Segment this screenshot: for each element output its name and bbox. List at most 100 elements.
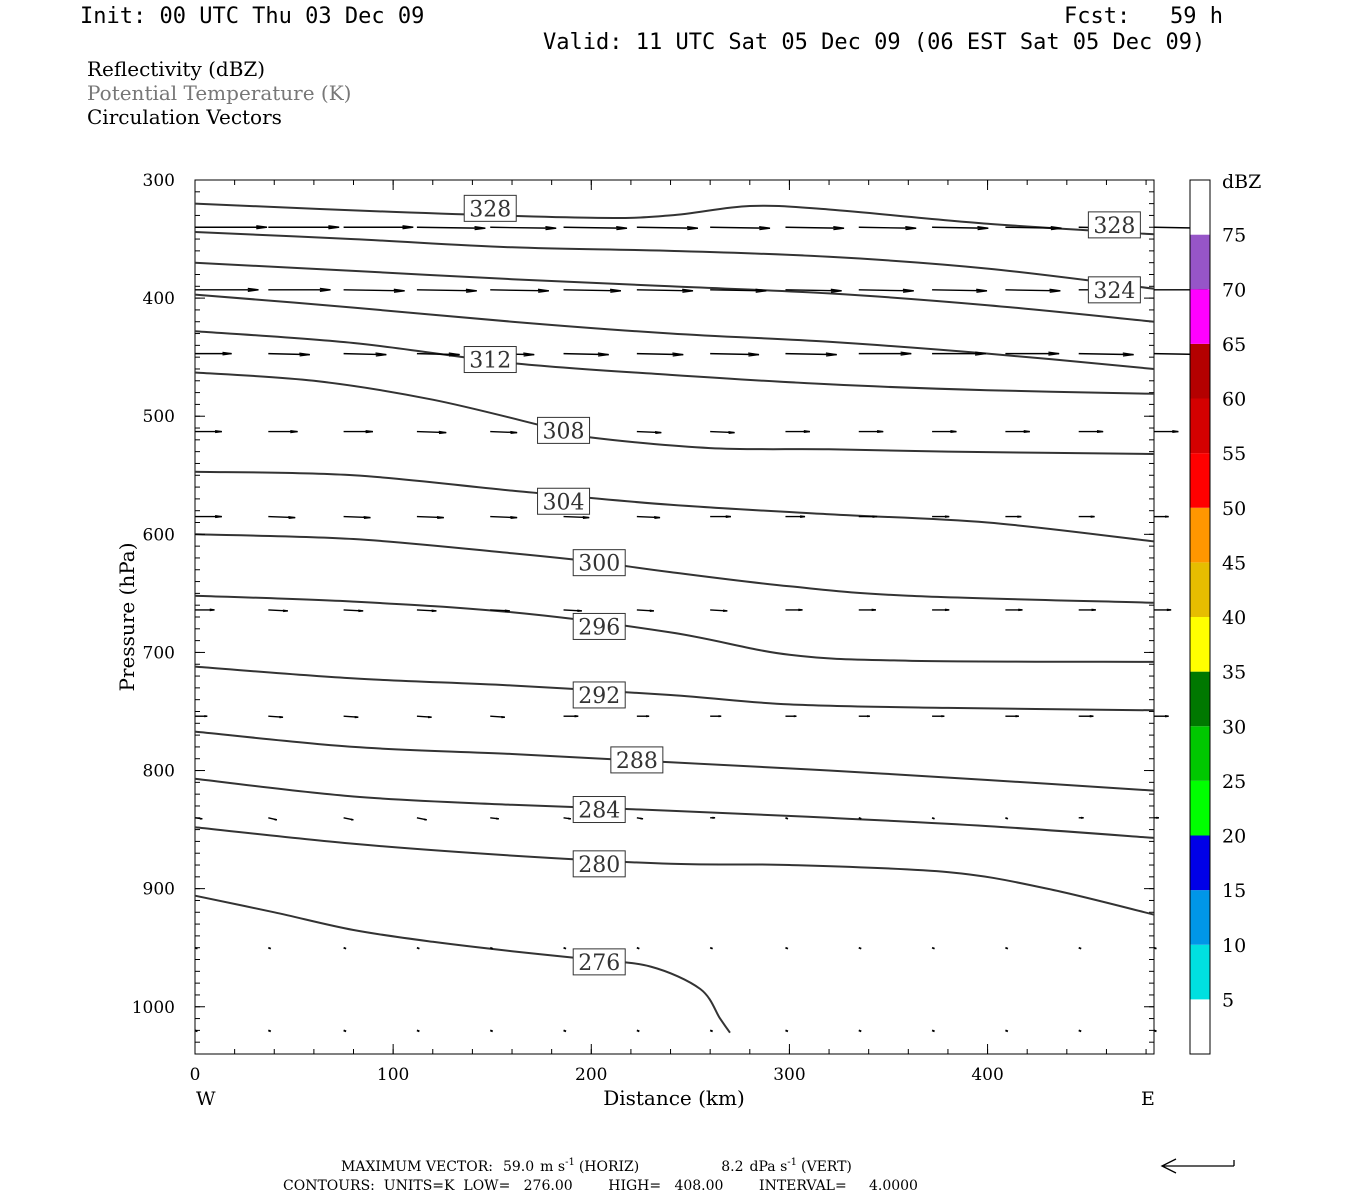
colorbar-frame [1189,179,1211,1055]
vector-arrow-head [363,515,371,520]
contour-label: 312 [469,349,511,374]
vector-arrow-head [645,715,650,718]
vector-arrow-head [402,225,414,230]
field-label-circulation-vectors: Circulation Vectors [87,105,282,129]
vector-arrow-head [793,715,797,718]
vector-arrow [932,289,988,292]
contour-label-box [1087,276,1141,304]
vector-arrow-head [597,352,609,357]
vector-arrow [489,946,494,950]
vector-arrow-head [755,288,767,293]
vector-arrow [858,226,917,229]
vector-arrow-head [1166,608,1172,612]
contour-line-324 [194,231,1155,290]
vector-arrow-head [639,817,644,820]
vector-arrow-head [299,352,310,357]
contour-label: 328 [1093,214,1135,239]
vector-arrow [858,289,914,292]
contour-label: 304 [543,490,585,515]
vector-arrow [490,226,557,229]
vector-arrow-head [759,226,771,231]
colorbar-label: 10 [1222,935,1246,957]
vector-arrow [785,352,837,356]
contour-label: 276 [578,951,620,976]
vector-arrow-head [1049,288,1061,293]
colorbar-swatch [1190,289,1210,344]
vector-arrow-head [1091,608,1096,612]
vector-arrow [416,1029,420,1033]
y-tick-label: 800 [143,762,175,782]
valid-time: Valid: 11 UTC Sat 05 Dec 09 (06 EST Sat … [543,30,1206,55]
vector-arrow [636,352,684,356]
contour-label-box [1087,211,1141,239]
colorbar-label: 65 [1222,334,1246,356]
vector-arrow [563,1029,567,1033]
colorbar-label: 75 [1222,225,1246,247]
contour-label-box [572,612,626,640]
vector-arrow-head [545,226,557,231]
contour-labels: 328 328 324 312 308 304 300 296 292 288 284 280 276 [463,194,1141,976]
vector-arrow [416,946,420,950]
vector-arrow-head [427,715,432,719]
x-axis-label: Distance (km) [603,1086,745,1110]
vector-arrow-head [712,816,716,819]
vector-arrow [931,1029,935,1033]
contour-label: 288 [616,749,658,774]
y-tick-label: 700 [143,643,175,663]
vector-arrow-head [436,515,444,520]
vector-arrow-head [1122,352,1134,357]
x-tick-label: 100 [377,1065,409,1085]
vector-arrow [931,946,935,950]
contour-label-box [463,194,517,222]
vector-arrow [416,226,486,229]
vector-arrow [785,946,789,950]
vector-arrow-head [944,608,950,612]
contour-line-300 [194,533,1155,604]
contour-label-box [572,681,626,709]
vector-arrow [1005,946,1009,950]
vector-arrow-head [950,430,957,434]
x-tick-label: 300 [773,1065,805,1085]
vector-arrow [636,1029,640,1033]
vector-arrow [710,289,767,292]
vector-arrow-head [800,515,806,518]
forecast-hour: Fcst: 59 h [1064,4,1223,29]
vector-arrow-head [833,226,845,231]
vector-arrow-head [288,515,296,520]
vector-arrow-head [375,352,387,357]
vector-arrow-head [900,351,912,356]
vector-arrow-head [204,715,208,718]
y-tick-label: 300 [143,171,175,191]
vector-arrow [931,816,935,820]
vector-arrow-head [567,817,572,820]
vector-arrow-head [350,818,354,821]
vector-arrow-head [975,351,986,356]
vector-arrow-head [504,609,510,613]
contour-line-328 [194,202,1155,236]
vector-arrow [1078,1029,1082,1033]
vector-arrow-head [803,430,810,434]
colorbar-swatch [1190,343,1210,399]
vector-arrow-head [1156,816,1159,819]
colorbar-label: 15 [1222,880,1246,902]
west-label: W [196,1088,216,1110]
vector-arrow-head [654,516,661,519]
vector-arrow-head [574,715,579,718]
vector-arrow-head [282,609,288,613]
vector-arrow-head [465,288,477,293]
vector-arrow [1078,352,1134,356]
vector-arrow [710,352,759,356]
vector-arrow-head [423,818,427,821]
contour-line-288 [194,730,1155,792]
vector-arrow-head [877,430,884,434]
vector-arrow-head [649,609,655,613]
vector-arrow [636,226,698,229]
contour-label-box [572,549,626,577]
contour-label: 324 [1093,279,1135,304]
contour-line-292 [194,665,1155,712]
vector-arrow-head [1090,515,1095,518]
contour-label: 284 [578,799,620,824]
vector-arrow-head [944,515,950,518]
vector-arrow [1005,226,1062,229]
